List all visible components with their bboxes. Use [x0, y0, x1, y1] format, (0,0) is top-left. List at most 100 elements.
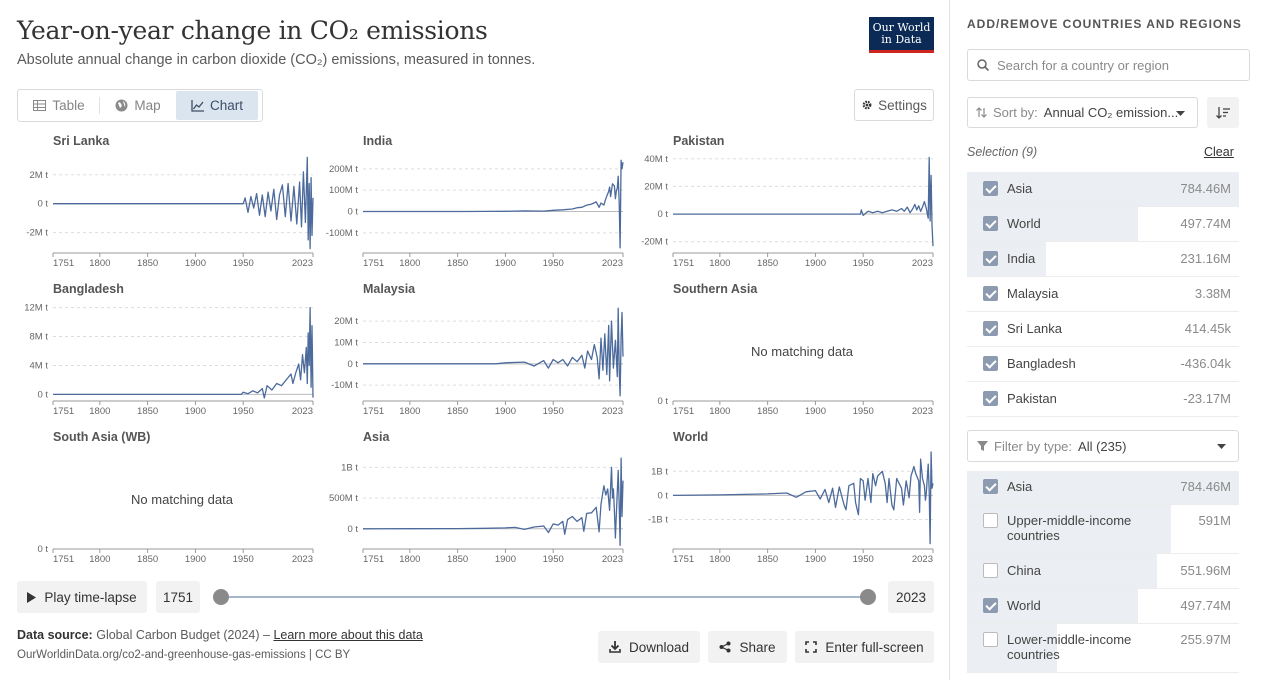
y-tick-label: -20M t: [641, 237, 668, 248]
search-input[interactable]: Search for a country or region: [967, 49, 1250, 81]
x-tick-label: 1950: [543, 554, 564, 565]
series-line[interactable]: [53, 156, 314, 250]
entity-checkbox[interactable]: [983, 513, 998, 528]
share-label: Share: [739, 639, 776, 655]
panel-title: Bangladesh: [53, 282, 124, 296]
panel-title: World: [673, 430, 709, 444]
source-label: Data source:: [17, 628, 93, 642]
entity-row[interactable]: Sri Lanka 414.45k: [967, 312, 1239, 347]
x-tick-label: 1800: [399, 258, 420, 269]
chart-panel: Pakistan 1751 1800 1850 1900 1950 2023 40M t 20M…: [637, 134, 937, 274]
tab-map-label: Map: [134, 98, 161, 113]
entity-name: Lower-middle-income countries: [1007, 632, 1132, 662]
x-tick-label: 1751: [53, 406, 74, 417]
entity-row[interactable]: Asia 784.46M: [967, 172, 1239, 207]
entity-row[interactable]: Upper-middle-income countries 591M: [967, 505, 1239, 554]
entity-checkbox[interactable]: [983, 632, 998, 647]
entity-checkbox[interactable]: [983, 479, 998, 494]
entity-value: 551.96M: [1180, 563, 1231, 578]
timeline-track[interactable]: [221, 596, 867, 598]
panel-svg: 1751 1800 1850 1900 1950 2023 0 t: [37, 544, 314, 565]
sort-direction-button[interactable]: [1207, 97, 1239, 128]
sort-descending-icon: [1216, 106, 1230, 119]
entity-row[interactable]: World 497.74M: [967, 207, 1239, 242]
entity-row[interactable]: Pakistan -23.17M: [967, 382, 1239, 417]
value-bar: [967, 242, 1046, 276]
settings-button[interactable]: Settings: [854, 89, 934, 121]
x-tick-label: 1800: [89, 406, 110, 417]
start-year-box[interactable]: 1751: [156, 581, 200, 613]
start-year-handle[interactable]: [213, 589, 229, 605]
x-tick-label: 1751: [363, 554, 384, 565]
x-tick-label: 1800: [399, 406, 420, 417]
sort-dropdown[interactable]: Sort by: Annual CO₂ emission...: [967, 97, 1198, 128]
x-tick-label: 1950: [853, 554, 874, 565]
search-placeholder: Search for a country or region: [997, 57, 1169, 73]
series-line[interactable]: [53, 306, 314, 399]
chart-panel: Southern Asia 1751 1800 1850 1900 1950 2023 0 t…: [637, 282, 937, 422]
x-tick-label: 2023: [292, 554, 313, 565]
entity-checkbox[interactable]: [983, 598, 998, 613]
chart-area: Year-on-year change in CO₂ emissions Abs…: [17, 0, 950, 680]
x-tick-label: 1800: [399, 554, 420, 565]
entity-name: Asia: [1007, 479, 1033, 494]
entity-checkbox[interactable]: [983, 181, 998, 196]
panel-svg: 1751 1800 1850 1900 1950 2023 12M t 8M t 4M t 0 t: [24, 303, 314, 417]
globe-icon: [115, 99, 128, 112]
value-bar: [967, 554, 1158, 588]
filter-value: All (235): [1078, 438, 1127, 454]
y-tick-label: 4M t: [30, 360, 49, 371]
series-line[interactable]: [362, 457, 624, 547]
x-tick-label: 1850: [137, 258, 158, 269]
learn-more-link[interactable]: Learn more about this data: [273, 628, 423, 642]
filter-dropdown[interactable]: Filter by type: All (235): [967, 430, 1239, 462]
owid-logo[interactable]: Our World in Data: [869, 17, 934, 53]
x-tick-label: 1900: [805, 554, 826, 565]
entity-row[interactable]: Bangladesh -436.04k: [967, 347, 1239, 382]
clear-selection-link[interactable]: Clear: [1204, 145, 1234, 159]
y-tick-label: 1B t: [651, 466, 668, 477]
panel-svg: 1751 1800 1850 1900 1950 2023 40M t 20M t 0 t -20…: [641, 154, 934, 269]
entity-checkbox[interactable]: [983, 286, 998, 301]
entity-row[interactable]: China 551.96M: [967, 554, 1239, 589]
entity-row[interactable]: Lower-middle-income countries 255.97M: [967, 624, 1239, 673]
panel-title: Southern Asia: [673, 282, 758, 296]
entity-value: 414.45k: [1184, 321, 1231, 336]
series-line[interactable]: [672, 451, 934, 545]
entity-checkbox[interactable]: [983, 391, 998, 406]
y-tick-label: 500M t: [329, 493, 358, 504]
entity-checkbox[interactable]: [983, 216, 998, 231]
share-button[interactable]: Share: [708, 631, 787, 663]
entity-checkbox[interactable]: [983, 251, 998, 266]
entity-row[interactable]: World 497.74M: [967, 589, 1239, 624]
permalink[interactable]: OurWorldinData.org/co2-and-greenhouse-ga…: [17, 649, 351, 661]
x-tick-label: 2023: [292, 406, 313, 417]
filter-label: Filter by type:: [994, 438, 1073, 454]
end-year-box[interactable]: 2023: [888, 581, 934, 613]
entity-checkbox[interactable]: [983, 563, 998, 578]
series-line[interactable]: [673, 156, 934, 247]
end-year-handle[interactable]: [860, 589, 876, 605]
y-tick-label: 12M t: [24, 303, 48, 314]
entity-row[interactable]: India 231.16M: [967, 242, 1239, 277]
x-tick-label: 2023: [912, 406, 933, 417]
entity-row[interactable]: Malaysia 3.38M: [967, 277, 1239, 312]
y-tick-label: 0 t: [347, 207, 358, 218]
play-timelapse-button[interactable]: Play time-lapse: [17, 581, 147, 613]
series-line[interactable]: [363, 159, 624, 249]
value-bar: [967, 471, 1239, 504]
fullscreen-button[interactable]: Enter full-screen: [795, 631, 934, 663]
download-button[interactable]: Download: [598, 631, 700, 663]
tab-map[interactable]: Map: [100, 91, 176, 120]
entity-checkbox[interactable]: [983, 356, 998, 371]
tab-table[interactable]: Table: [19, 91, 99, 120]
y-tick-label: -10M t: [331, 380, 358, 391]
y-tick-label: 20M t: [334, 316, 358, 327]
page-subtitle: Absolute annual change in carbon dioxide…: [17, 52, 536, 68]
series-line[interactable]: [363, 307, 624, 397]
tab-chart[interactable]: Chart: [176, 91, 258, 120]
entity-row[interactable]: Asia 784.46M: [967, 471, 1239, 505]
entity-checkbox[interactable]: [983, 321, 998, 336]
x-tick-label: 1751: [363, 258, 384, 269]
settings-label: Settings: [878, 97, 927, 113]
